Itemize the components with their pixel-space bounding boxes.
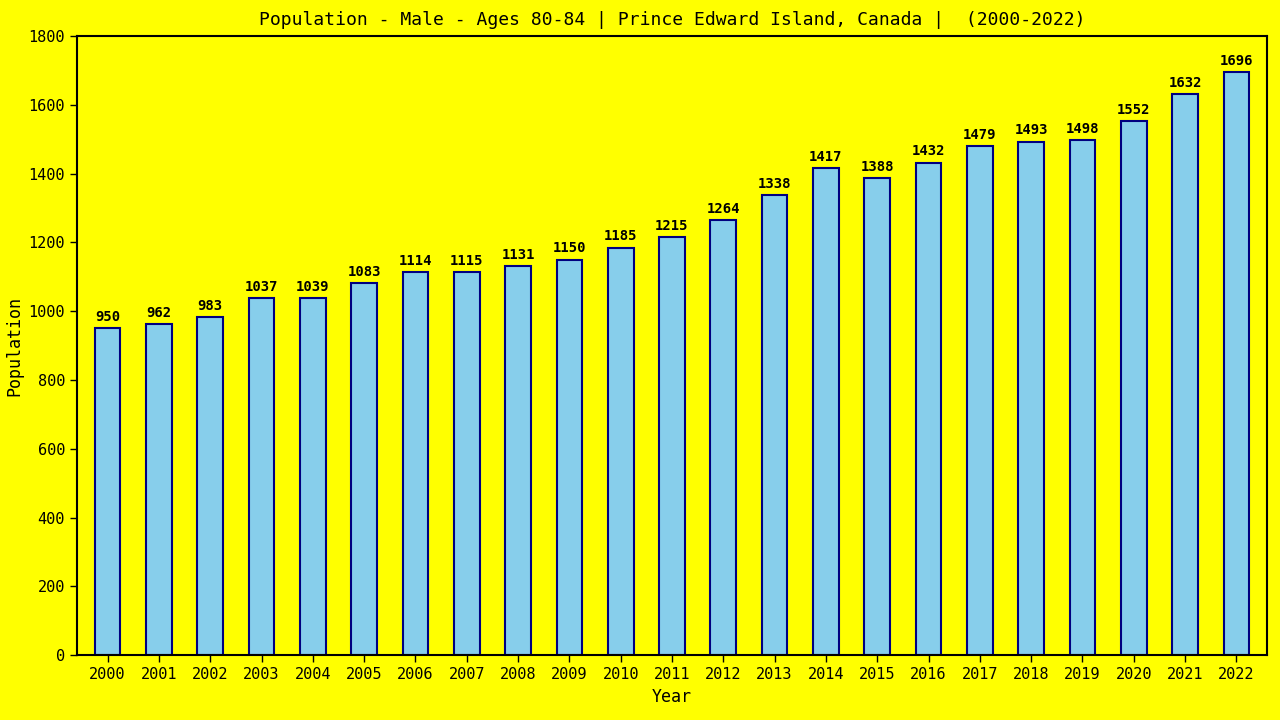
Text: 1388: 1388 <box>860 160 893 174</box>
Text: 1479: 1479 <box>963 128 997 143</box>
Text: 950: 950 <box>95 310 120 324</box>
Text: 1338: 1338 <box>758 177 791 191</box>
Bar <box>248 299 274 655</box>
Text: 1115: 1115 <box>451 253 484 268</box>
Text: 1185: 1185 <box>604 230 637 243</box>
Title: Population - Male - Ages 80-84 | Prince Edward Island, Canada |  (2000-2022): Population - Male - Ages 80-84 | Prince … <box>259 11 1085 29</box>
Bar <box>966 146 993 655</box>
Text: 1037: 1037 <box>244 280 278 294</box>
Text: 1264: 1264 <box>707 202 740 216</box>
Bar <box>1121 121 1147 655</box>
Text: 1493: 1493 <box>1015 124 1048 138</box>
Text: 1150: 1150 <box>553 241 586 256</box>
Bar <box>351 283 378 655</box>
Text: 1498: 1498 <box>1066 122 1100 136</box>
X-axis label: Year: Year <box>652 688 692 706</box>
Text: 962: 962 <box>146 306 172 320</box>
Bar <box>864 178 890 655</box>
Bar <box>659 238 685 655</box>
Bar <box>557 260 582 655</box>
Bar <box>710 220 736 655</box>
Bar <box>762 195 787 655</box>
Bar <box>403 272 429 655</box>
Text: 1114: 1114 <box>398 254 433 268</box>
Bar <box>1224 72 1249 655</box>
Bar <box>506 266 531 655</box>
Text: 1039: 1039 <box>296 279 329 294</box>
Bar <box>608 248 634 655</box>
Bar <box>454 271 480 655</box>
Text: 1215: 1215 <box>655 219 689 233</box>
Bar <box>1172 94 1198 655</box>
Text: 1552: 1552 <box>1117 103 1151 117</box>
Bar <box>146 324 172 655</box>
Text: 983: 983 <box>197 299 223 313</box>
Bar <box>95 328 120 655</box>
Text: 1432: 1432 <box>911 145 946 158</box>
Bar <box>300 298 325 655</box>
Y-axis label: Population: Population <box>5 296 23 395</box>
Bar <box>813 168 838 655</box>
Bar <box>197 317 223 655</box>
Text: 1083: 1083 <box>347 264 381 279</box>
Text: 1131: 1131 <box>502 248 535 262</box>
Bar <box>1019 142 1044 655</box>
Bar <box>915 163 941 655</box>
Bar <box>1070 140 1096 655</box>
Text: 1632: 1632 <box>1169 76 1202 90</box>
Text: 1696: 1696 <box>1220 54 1253 68</box>
Text: 1417: 1417 <box>809 150 842 163</box>
